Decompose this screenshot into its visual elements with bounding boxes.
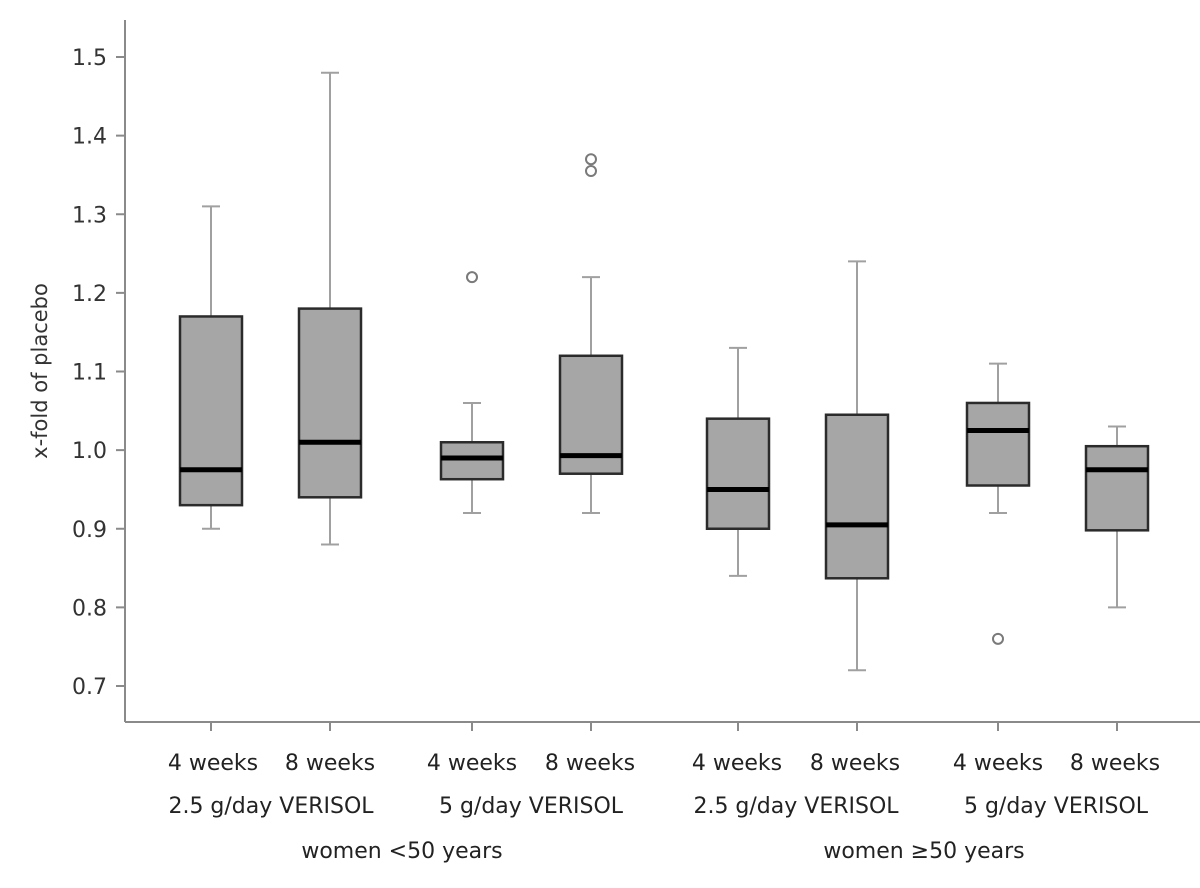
outlier-point	[466, 271, 478, 284]
time-label: 8 weeks	[1070, 751, 1160, 776]
box-iqr	[824, 413, 890, 580]
y-tick-label: 0.8	[72, 596, 107, 621]
box-iqr	[439, 441, 505, 481]
outlier-point	[585, 165, 597, 178]
y-tick-label: 0.9	[72, 518, 107, 543]
outlier-point	[585, 153, 597, 166]
dose-label: 5 g/day VERISOL	[439, 794, 624, 819]
y-tick-label: 1.0	[72, 439, 107, 464]
box-group	[558, 153, 624, 515]
dose-label: 2.5 g/day VERISOL	[693, 794, 899, 819]
box-iqr	[1084, 444, 1150, 532]
y-tick-label: 0.7	[72, 675, 107, 700]
time-label: 4 weeks	[953, 751, 1043, 776]
box-iqr	[297, 307, 363, 499]
age-group-label: women ≥50 years	[823, 839, 1024, 864]
box-group	[297, 71, 363, 546]
time-label: 8 weeks	[810, 751, 900, 776]
boxes	[178, 71, 1150, 672]
time-label: 4 weeks	[427, 751, 517, 776]
outlier-point	[992, 632, 1004, 645]
box-group	[965, 362, 1031, 645]
category-labels: 4 weeks 8 weeks 4 weeks 8 weeks 4 weeks …	[168, 751, 1160, 864]
y-axis-label: x-fold of placebo	[28, 283, 52, 459]
dose-label: 5 g/day VERISOL	[964, 794, 1149, 819]
box-iqr	[965, 401, 1031, 487]
y-tick-label: 1.5	[72, 46, 107, 71]
time-label: 4 weeks	[692, 751, 782, 776]
age-group-label: women <50 years	[301, 839, 502, 864]
y-tick-label: 1.1	[72, 361, 107, 386]
y-tick-label: 1.2	[72, 282, 107, 307]
time-label: 8 weeks	[285, 751, 375, 776]
y-axis: 0.7 0.8 0.9 1.0 1.1 1.2 1.3 1.4 1.5 x-fold of pl…	[28, 20, 126, 722]
box-group	[824, 260, 890, 672]
box-group	[1084, 425, 1150, 609]
x-axis	[125, 721, 1200, 731]
box-iqr	[178, 315, 244, 507]
box-group	[705, 346, 771, 577]
box-iqr	[705, 417, 771, 530]
y-tick-label: 1.4	[72, 125, 107, 150]
box-group	[178, 205, 244, 530]
dose-label: 2.5 g/day VERISOL	[168, 794, 374, 819]
y-tick-label: 1.3	[72, 203, 107, 228]
box-group	[439, 271, 505, 515]
time-label: 4 weeks	[168, 751, 258, 776]
time-label: 8 weeks	[545, 751, 635, 776]
